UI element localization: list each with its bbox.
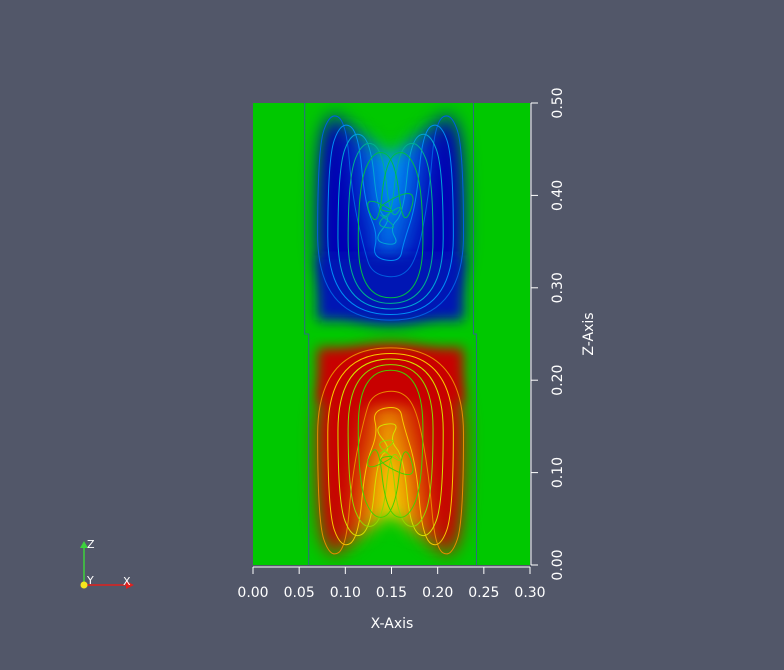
upper-contour-line <box>337 133 444 310</box>
triad-z-arrowhead-icon <box>80 541 88 548</box>
z-tick-label: 0.30 <box>550 272 566 303</box>
z-tick-label: 0.20 <box>550 365 566 396</box>
triad-x-label: X <box>123 575 131 588</box>
z-axis: 0.00 0.10 0.20 0.30 0.40 0.50 Z-Axis <box>530 87 597 581</box>
upper-contour-line <box>357 152 424 299</box>
lower-core <box>317 347 464 404</box>
triad-z-label: Z <box>87 538 95 551</box>
x-axis-title: X-Axis <box>371 616 414 632</box>
triad-x-arrowhead-icon <box>126 581 134 589</box>
upper-core <box>317 255 464 321</box>
lower-contour-line <box>357 369 424 518</box>
lower-hot-region <box>317 347 464 554</box>
x-tick-label: 0.15 <box>376 585 407 601</box>
z-axis-ticks: 0.00 0.10 0.20 0.30 0.40 0.50 <box>531 87 566 581</box>
x-tick-label: 0.10 <box>330 585 361 601</box>
x-tick-label: 0.25 <box>468 585 499 601</box>
x-axis: 0.00 0.05 0.10 0.15 0.20 0.25 0.30 X-Axis <box>237 566 546 632</box>
channel-right-wall <box>472 103 477 565</box>
contour-lines <box>317 115 465 555</box>
lower-contour-line <box>317 347 465 555</box>
x-tick-label: 0.00 <box>237 585 268 601</box>
z-tick-label: 0.40 <box>550 180 566 211</box>
channel-outline <box>304 103 477 565</box>
x-axis-ticks: 0.00 0.05 0.10 0.15 0.20 0.25 0.30 <box>237 567 546 601</box>
x-tick-label: 0.30 <box>514 585 545 601</box>
z-axis-title: Z-Axis <box>581 312 597 355</box>
lower-contour-line <box>327 352 454 546</box>
channel-left-wall <box>304 103 310 565</box>
triad-y-label: Y <box>86 574 94 587</box>
z-tick-label: 0.00 <box>550 549 566 580</box>
upper-contour-line <box>327 124 454 316</box>
x-tick-label: 0.20 <box>422 585 453 601</box>
upper-contour-line <box>317 115 465 321</box>
lower-contour-line <box>347 364 434 527</box>
lower-contour-line <box>337 358 444 537</box>
x-tick-label: 0.05 <box>284 585 315 601</box>
heatmap-plot <box>253 103 530 565</box>
z-tick-label: 0.10 <box>550 457 566 488</box>
triad-y-arrow-icon <box>80 581 88 589</box>
upper-contour-line <box>347 142 434 304</box>
orientation-axes-triad: Z Y X <box>80 538 134 589</box>
z-tick-label: 0.50 <box>550 87 566 118</box>
